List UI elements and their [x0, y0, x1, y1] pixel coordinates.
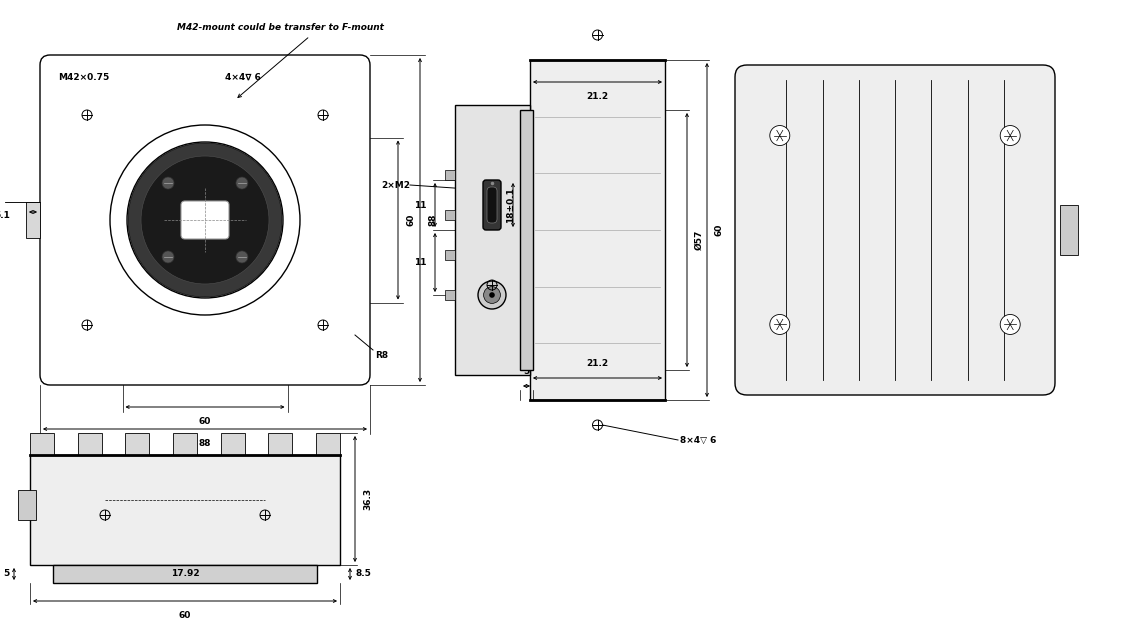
Text: 8×4▽ 6: 8×4▽ 6	[681, 436, 716, 445]
Circle shape	[141, 156, 270, 284]
Circle shape	[769, 126, 789, 145]
Circle shape	[1001, 126, 1020, 145]
Circle shape	[128, 143, 282, 297]
Bar	[221, 433, 245, 455]
FancyBboxPatch shape	[40, 55, 369, 385]
Text: 21.2: 21.2	[586, 359, 609, 368]
Bar	[455, 105, 530, 375]
Bar	[530, 60, 665, 400]
Text: Ø57: Ø57	[695, 230, 704, 250]
Text: 17.92: 17.92	[171, 570, 199, 579]
Bar	[268, 433, 292, 455]
Text: 11: 11	[414, 258, 427, 267]
Text: 88: 88	[428, 214, 437, 226]
Text: 60: 60	[199, 417, 211, 426]
Circle shape	[236, 177, 248, 189]
Text: 4×4∇ 6: 4×4∇ 6	[225, 73, 261, 82]
Text: 88: 88	[199, 439, 211, 448]
Text: 60: 60	[179, 611, 191, 620]
Bar	[53, 565, 317, 583]
FancyBboxPatch shape	[487, 187, 497, 223]
Bar	[1060, 205, 1078, 255]
Circle shape	[162, 251, 174, 263]
FancyBboxPatch shape	[734, 65, 1054, 395]
Circle shape	[769, 315, 789, 334]
Bar	[445, 250, 455, 260]
Text: 11: 11	[414, 200, 427, 209]
FancyBboxPatch shape	[181, 201, 229, 239]
Circle shape	[236, 251, 248, 263]
Bar	[520, 110, 533, 370]
Bar	[26, 202, 40, 238]
Text: 5: 5	[523, 367, 530, 376]
Bar	[126, 433, 149, 455]
FancyBboxPatch shape	[483, 180, 501, 230]
Circle shape	[1001, 315, 1020, 334]
Circle shape	[478, 281, 506, 309]
Text: 5.1: 5.1	[0, 211, 10, 219]
Text: 21.2: 21.2	[586, 92, 609, 101]
Bar	[18, 490, 36, 520]
Text: R8: R8	[375, 350, 389, 359]
Bar	[30, 455, 340, 565]
Bar	[173, 433, 197, 455]
Bar	[445, 170, 455, 180]
Bar	[77, 433, 101, 455]
Text: 36.3: 36.3	[363, 488, 372, 510]
Text: M42×0.75: M42×0.75	[58, 73, 109, 82]
Text: M42-mount could be transfer to F-mount: M42-mount could be transfer to F-mount	[176, 24, 383, 33]
Circle shape	[490, 292, 495, 298]
Text: 8.5: 8.5	[355, 570, 371, 579]
Text: 2×M2: 2×M2	[381, 181, 410, 189]
Circle shape	[484, 286, 501, 304]
Bar	[30, 433, 54, 455]
Bar	[445, 210, 455, 220]
Text: 5: 5	[3, 570, 10, 579]
Bar	[445, 290, 455, 300]
Text: 60: 60	[715, 224, 724, 236]
Bar	[317, 433, 340, 455]
Text: 60: 60	[407, 214, 416, 226]
Text: 18±0.1: 18±0.1	[506, 187, 515, 223]
Circle shape	[162, 177, 174, 189]
